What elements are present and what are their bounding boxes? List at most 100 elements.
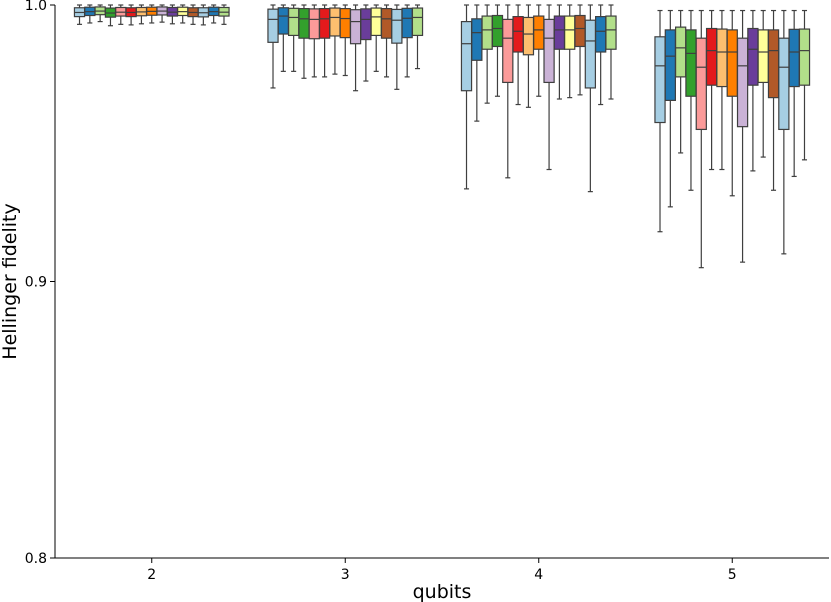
y-tick-label: 1.0 [25,0,47,14]
box-body [574,14,586,48]
box-body [747,27,759,86]
box-body [553,15,566,50]
box-body [543,18,555,84]
box-body [401,7,413,39]
box [349,4,362,92]
box-body [391,8,403,44]
box-body [277,7,289,35]
box [156,4,168,23]
box-body [584,19,597,89]
box [584,4,597,193]
box [553,4,566,100]
box [115,4,127,25]
x-tick-label: 4 [534,567,543,583]
box [360,4,372,82]
box [695,9,707,269]
box [287,4,300,72]
box [767,9,780,191]
box-body [595,16,607,53]
box [778,9,790,255]
box-body [318,7,331,39]
box [94,4,106,23]
box-body [360,8,372,41]
box [391,4,403,90]
x-axis-ticks: 2 3 4 5 [147,558,737,583]
box-body [339,7,351,39]
box-body [788,28,800,88]
box-body [798,28,811,86]
box-body [502,18,514,84]
box [716,9,728,171]
box-body [664,29,676,101]
x-axis-label: qubits [413,581,472,602]
box-body [564,15,576,50]
box-body [411,7,424,37]
box-body [298,7,310,39]
box [177,4,189,24]
box [208,4,220,24]
box [187,4,199,25]
box [84,4,96,24]
box-group-3 [267,4,424,92]
y-axis-label: Hellinger fidelity [0,203,21,359]
box [460,4,473,190]
x-tick-label: 3 [341,567,350,583]
box [512,4,524,106]
box [726,9,738,197]
box [339,4,351,77]
y-axis-ticks: 0.8 0.9 1.0 [25,0,55,567]
box [654,9,666,233]
box-body [287,7,300,37]
box [401,4,413,78]
box-body [695,37,707,131]
box-body [716,28,728,88]
box [674,9,687,154]
box-group-2 [73,4,230,27]
box-body [380,7,393,39]
box [533,4,545,97]
box [757,9,769,158]
box-body [522,16,535,56]
box [146,4,158,24]
box [564,4,576,99]
box [574,4,586,96]
box [197,4,210,26]
box [380,4,393,78]
box [664,9,676,208]
box [267,4,279,89]
box-body [370,7,382,37]
box [788,9,800,178]
box [298,4,310,79]
box-body [512,16,524,53]
y-tick-label: 0.8 [25,551,47,567]
x-tick-label: 2 [147,567,156,583]
box-body [533,15,545,50]
box-body [736,37,749,128]
box-body [267,8,279,43]
box-body [674,26,687,78]
box [798,9,811,161]
box [685,9,697,191]
box-body [726,29,738,97]
box [166,4,179,25]
box [481,4,493,104]
box-body [491,14,504,48]
box [135,4,148,25]
box [411,4,424,70]
box-body [605,15,617,50]
box [595,4,607,106]
box-body [654,36,666,124]
plot-marks [73,4,811,269]
box-body [757,29,769,84]
box [73,4,86,25]
box [471,4,483,122]
box [104,4,117,27]
x-tick-label: 5 [728,567,737,583]
box-body [349,9,362,45]
box [318,4,331,78]
box [125,4,137,26]
box [277,4,289,72]
box [218,4,230,25]
box-body [308,8,320,40]
